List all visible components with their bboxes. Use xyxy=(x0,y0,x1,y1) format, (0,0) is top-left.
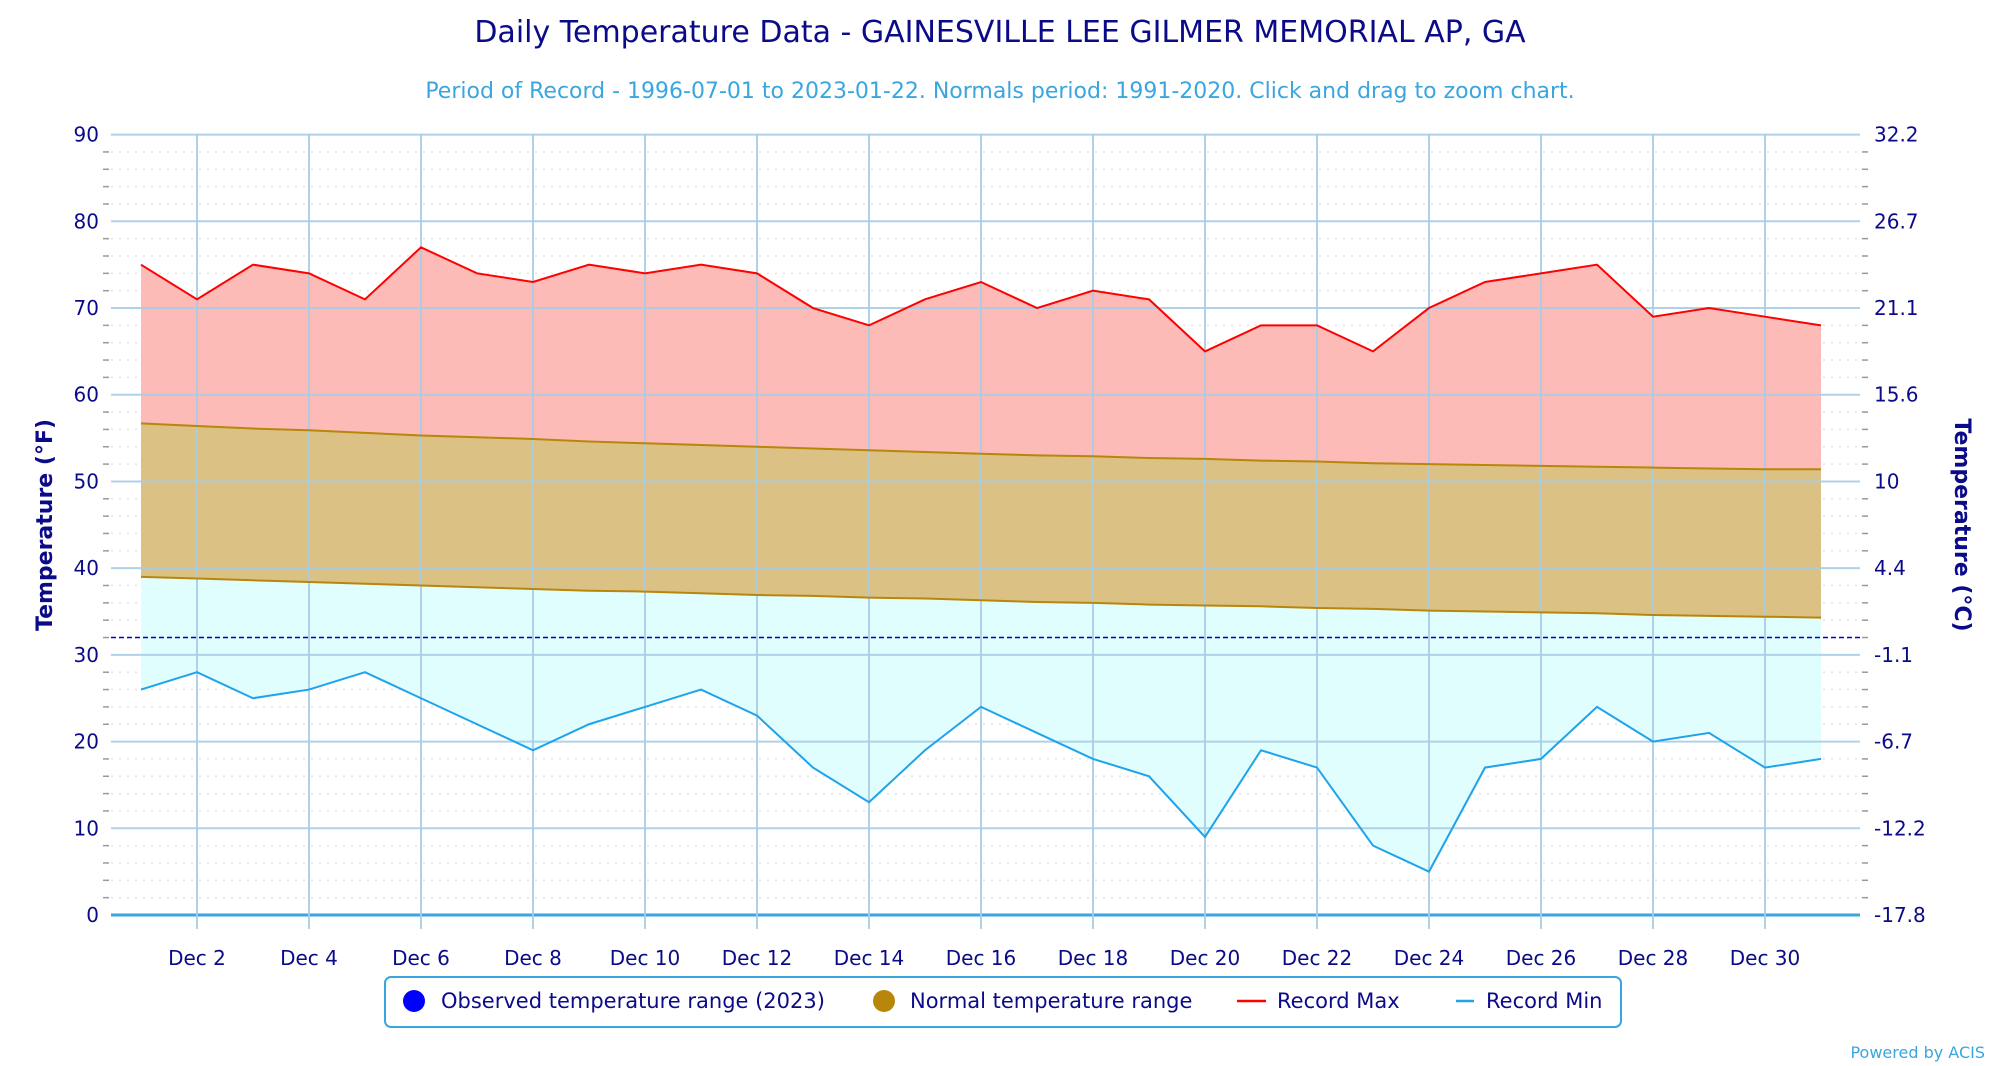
y-tick-label-right: 10 xyxy=(1874,469,1899,493)
record-max-line[interactable] xyxy=(140,246,1822,353)
legend-symbol-observed xyxy=(403,990,425,1012)
record-min-line[interactable] xyxy=(140,671,1822,873)
legend-item-record-min[interactable]: Record Min xyxy=(1486,989,1603,1013)
x-tick-label: Dec 12 xyxy=(722,946,793,970)
record-min-area xyxy=(141,576,1821,872)
x-tick-label: Dec 2 xyxy=(168,946,226,970)
y-tick-label-left: 10 xyxy=(74,816,99,840)
x-tick-label: Dec 28 xyxy=(1618,946,1689,970)
y-tick-label-left: 60 xyxy=(74,383,99,407)
x-tick-label: Dec 8 xyxy=(504,946,562,970)
y-axis-title-right: Temperature (°C) xyxy=(1949,418,1974,631)
x-tick-label: Dec 20 xyxy=(1170,946,1241,970)
y-tick-label-left: 40 xyxy=(74,556,99,580)
x-tick-label: Dec 14 xyxy=(834,946,905,970)
credits-link[interactable]: Powered by ACIS xyxy=(1850,1043,1985,1062)
plot-area[interactable]: 0 -17.8 10 -12.2 20 -6.7 30 -1.1 40 4.4 50 10 60 15.6… xyxy=(74,123,1926,970)
chart-title: Daily Temperature Data - GAINESVILLE LEE… xyxy=(474,15,1526,50)
x-tick-label: Dec 26 xyxy=(1506,946,1577,970)
y-tick-label-right: 21.1 xyxy=(1874,296,1919,320)
y-axis-title-left: Temperature (°F) xyxy=(33,419,58,631)
y-tick-label-left: 70 xyxy=(74,296,99,320)
x-tick-label: Dec 10 xyxy=(610,946,681,970)
y-tick-label-left: 90 xyxy=(74,123,99,147)
x-tick-label: Dec 30 xyxy=(1730,946,1801,970)
y-tick-label-right: -1.1 xyxy=(1874,643,1913,667)
y-tick-label-right: 26.7 xyxy=(1874,209,1919,233)
normal-low-line[interactable] xyxy=(140,575,1822,619)
legend-item-normal[interactable]: Normal temperature range xyxy=(910,989,1192,1013)
x-tick-label: Dec 6 xyxy=(392,946,450,970)
y-tick-label-left: 30 xyxy=(74,643,99,667)
chart-subtitle: Period of Record - 1996-07-01 to 2023-01… xyxy=(425,79,1574,104)
y-tick-label-right: -6.7 xyxy=(1874,730,1913,754)
x-tick-label: Dec 4 xyxy=(280,946,338,970)
y-tick-label-left: 0 xyxy=(86,903,99,927)
legend-box xyxy=(384,976,1622,1028)
x-tick-label: Dec 24 xyxy=(1394,946,1465,970)
y-tick-label-right: -17.8 xyxy=(1874,903,1926,927)
legend-symbol-normal xyxy=(873,990,895,1012)
y-tick-label-right: 4.4 xyxy=(1874,556,1906,580)
x-tick-label: Dec 22 xyxy=(1282,946,1353,970)
y-tick-label-left: 20 xyxy=(74,730,99,754)
y-tick-label-right: 32.2 xyxy=(1874,123,1919,147)
legend: Observed temperature range (2023) Normal… xyxy=(384,976,1622,1028)
y-tick-label-left: 50 xyxy=(74,469,99,493)
y-tick-label-left: 80 xyxy=(74,209,99,233)
normal-high-line[interactable] xyxy=(140,422,1821,471)
x-tick-label: Dec 16 xyxy=(946,946,1017,970)
y-tick-label-right: -12.2 xyxy=(1874,816,1926,840)
legend-item-record-max[interactable]: Record Max xyxy=(1277,989,1400,1013)
x-tick-label: Dec 18 xyxy=(1058,946,1129,970)
legend-item-observed[interactable]: Observed temperature range (2023) xyxy=(441,989,825,1013)
y-tick-label-right: 15.6 xyxy=(1874,383,1919,407)
